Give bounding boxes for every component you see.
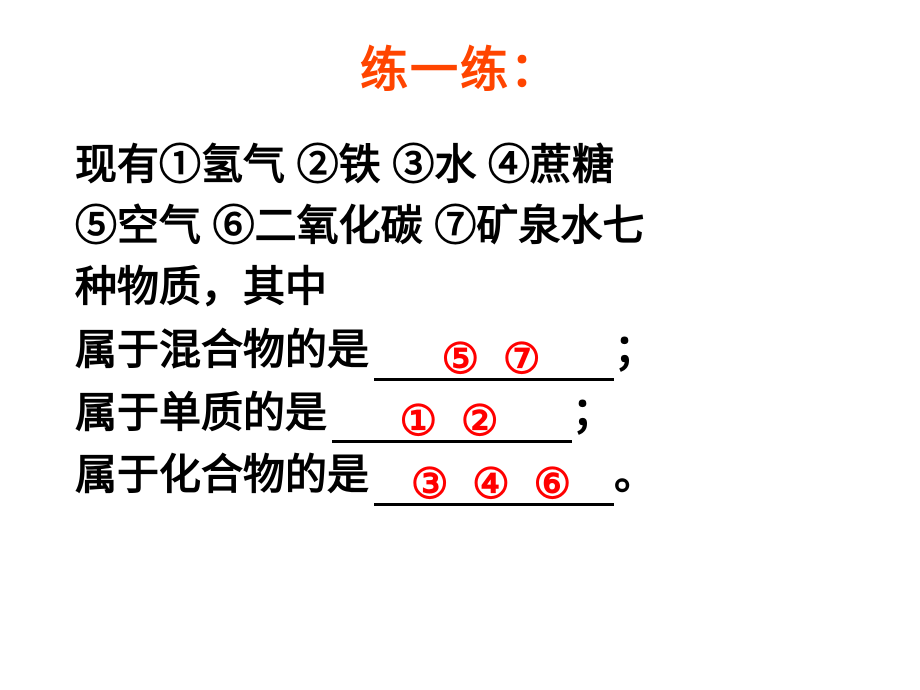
question-line-3: 种物质，其中 — [75, 257, 845, 318]
answer-punct-2: ； — [572, 389, 614, 436]
answer-text-1: ⑤ ⑦ — [442, 335, 547, 382]
answer-prompt-3: 属于化合物的是 — [75, 451, 369, 498]
answer-blank-1: ⑤ ⑦ — [374, 331, 614, 381]
slide-container: 练一练： 现有①氢气 ②铁 ③水 ④蔗糖 ⑤空气 ⑥二氧化碳 ⑦矿泉水七 种物质… — [0, 0, 920, 690]
answer-line-3: 属于化合物的是 ③ ④ ⑥ 。 — [75, 445, 845, 506]
answer-line-1: 属于混合物的是 ⑤ ⑦ ； — [75, 320, 845, 381]
answer-punct-3: 。 — [614, 451, 656, 498]
answer-punct-1: ； — [614, 326, 656, 373]
slide-title: 练一练： — [75, 30, 845, 100]
question-line-2: ⑤空气 ⑥二氧化碳 ⑦矿泉水七 — [75, 196, 845, 257]
answer-prompt-2: 属于单质的是 — [75, 389, 327, 436]
answer-blank-3: ③ ④ ⑥ — [374, 456, 614, 506]
answer-prompt-1: 属于混合物的是 — [75, 326, 369, 373]
slide-content: 现有①氢气 ②铁 ③水 ④蔗糖 ⑤空气 ⑥二氧化碳 ⑦矿泉水七 种物质，其中 属… — [75, 135, 845, 506]
question-line-1: 现有①氢气 ②铁 ③水 ④蔗糖 — [75, 135, 845, 196]
answer-blank-2: ① ② — [332, 393, 572, 443]
answer-text-2: ① ② — [400, 397, 505, 444]
answer-line-2: 属于单质的是 ① ② ； — [75, 383, 845, 444]
answer-text-3: ③ ④ ⑥ — [411, 460, 577, 507]
